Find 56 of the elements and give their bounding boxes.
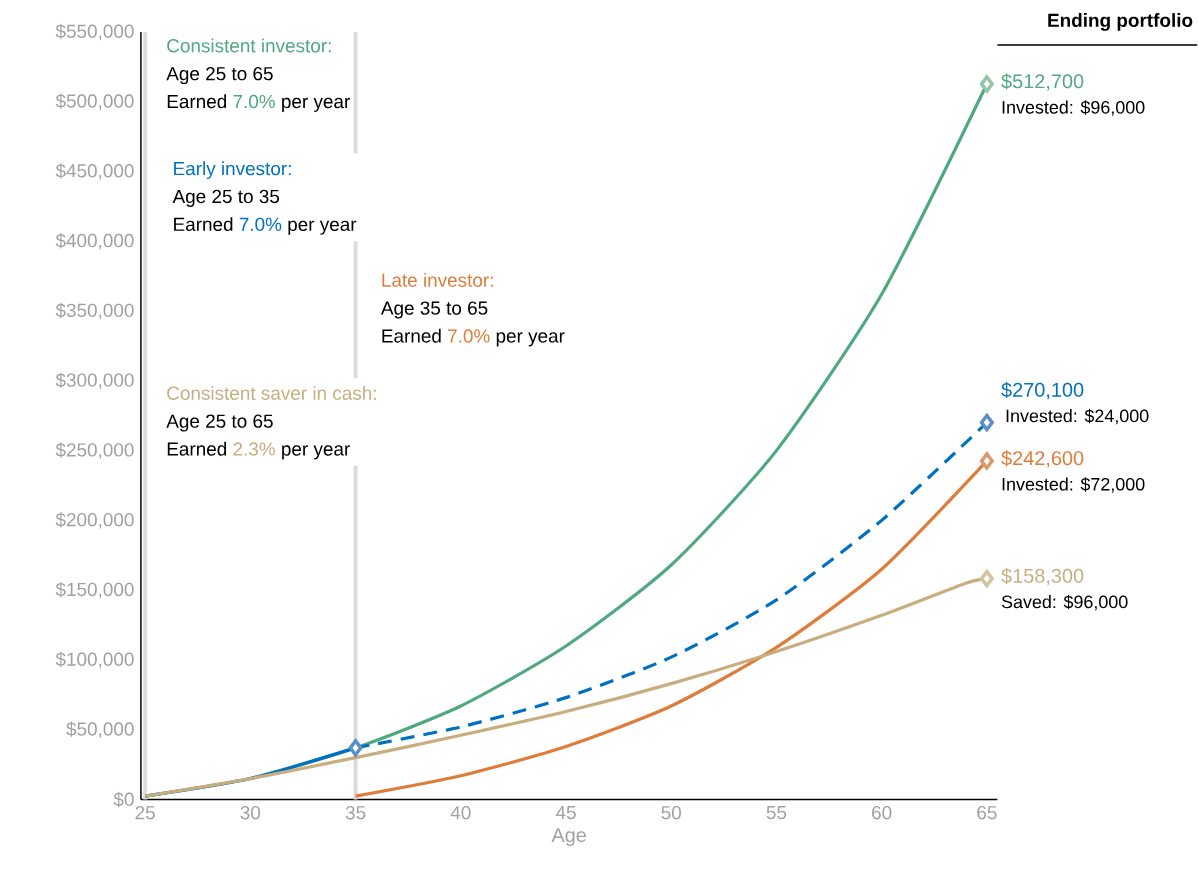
annotation: Age 25 to 65 xyxy=(166,66,273,84)
text: Invested: $24,000 xyxy=(1006,408,1149,425)
y-tick-label: $550,000 xyxy=(55,23,134,40)
y-tick-label: $50,000 xyxy=(66,721,134,738)
y-tick-label: $400,000 xyxy=(55,232,134,250)
x-tick-label: 65 xyxy=(977,805,997,820)
y-tick-label: $0 xyxy=(113,791,134,807)
point xyxy=(348,738,363,757)
annotation: per year xyxy=(496,332,565,347)
x-tick-label: 40 xyxy=(450,805,471,820)
x-tick-label: 50 xyxy=(661,805,681,820)
x-axis-title: Age xyxy=(551,827,586,846)
annotation: Age 35 to 65 xyxy=(380,301,488,319)
annotation: Earned xyxy=(382,328,441,343)
y-tick-label: $300,000 xyxy=(55,372,134,389)
annotation: 7.0% xyxy=(448,329,490,343)
x-tick-label: 35 xyxy=(345,805,366,820)
annotation: Earned xyxy=(174,216,233,231)
data-label: $158,300 xyxy=(1001,567,1084,585)
annotation: per year xyxy=(282,97,350,112)
annotation: Consistent investor: xyxy=(167,38,331,53)
text: Invested: $72,000 xyxy=(1002,476,1145,493)
data-label: $242,600 xyxy=(1001,450,1084,468)
annotation: Earned xyxy=(167,441,227,456)
annotation: 7.0% xyxy=(233,94,275,108)
annotation: Age 25 to 65 xyxy=(166,414,273,432)
annotation: Early investor: xyxy=(174,161,291,179)
point xyxy=(979,451,994,470)
text: Saved: $96,000 xyxy=(1001,594,1128,611)
annotation: per year xyxy=(288,220,357,235)
data-label: $512,700 xyxy=(1001,73,1084,91)
annotation: 2.3% xyxy=(233,442,275,456)
annotation: Age 25 to 35 xyxy=(172,189,280,207)
data-label: $270,100 xyxy=(1001,381,1084,399)
y-tick-label: $350,000 xyxy=(55,302,134,320)
y-tick-label: $450,000 xyxy=(55,163,134,180)
y-tick-label: $200,000 xyxy=(55,511,134,529)
x-tick-label: 60 xyxy=(872,805,892,820)
x-tick-label: 45 xyxy=(555,805,576,819)
x-tick-label: 30 xyxy=(240,805,261,820)
y-tick-label: $250,000 xyxy=(55,442,134,459)
text: Ending portfolio xyxy=(1048,12,1193,31)
point xyxy=(979,75,994,93)
y-tick-label: $100,000 xyxy=(55,651,134,668)
annotation: Late investor: xyxy=(382,272,493,287)
annotation: Consistent saver in cash: xyxy=(167,385,376,400)
annotation: Earned xyxy=(167,94,227,108)
annotation: 7.0% xyxy=(239,217,282,231)
x-tick-label: 55 xyxy=(766,805,787,819)
y-tick-label: $500,000 xyxy=(55,93,134,110)
x-tick-label: 25 xyxy=(135,805,155,820)
y-tick-label: $150,000 xyxy=(55,581,134,599)
annotation: per year xyxy=(282,445,350,460)
point xyxy=(979,413,994,432)
point xyxy=(979,569,994,588)
text: Invested: $96,000 xyxy=(1002,99,1145,116)
